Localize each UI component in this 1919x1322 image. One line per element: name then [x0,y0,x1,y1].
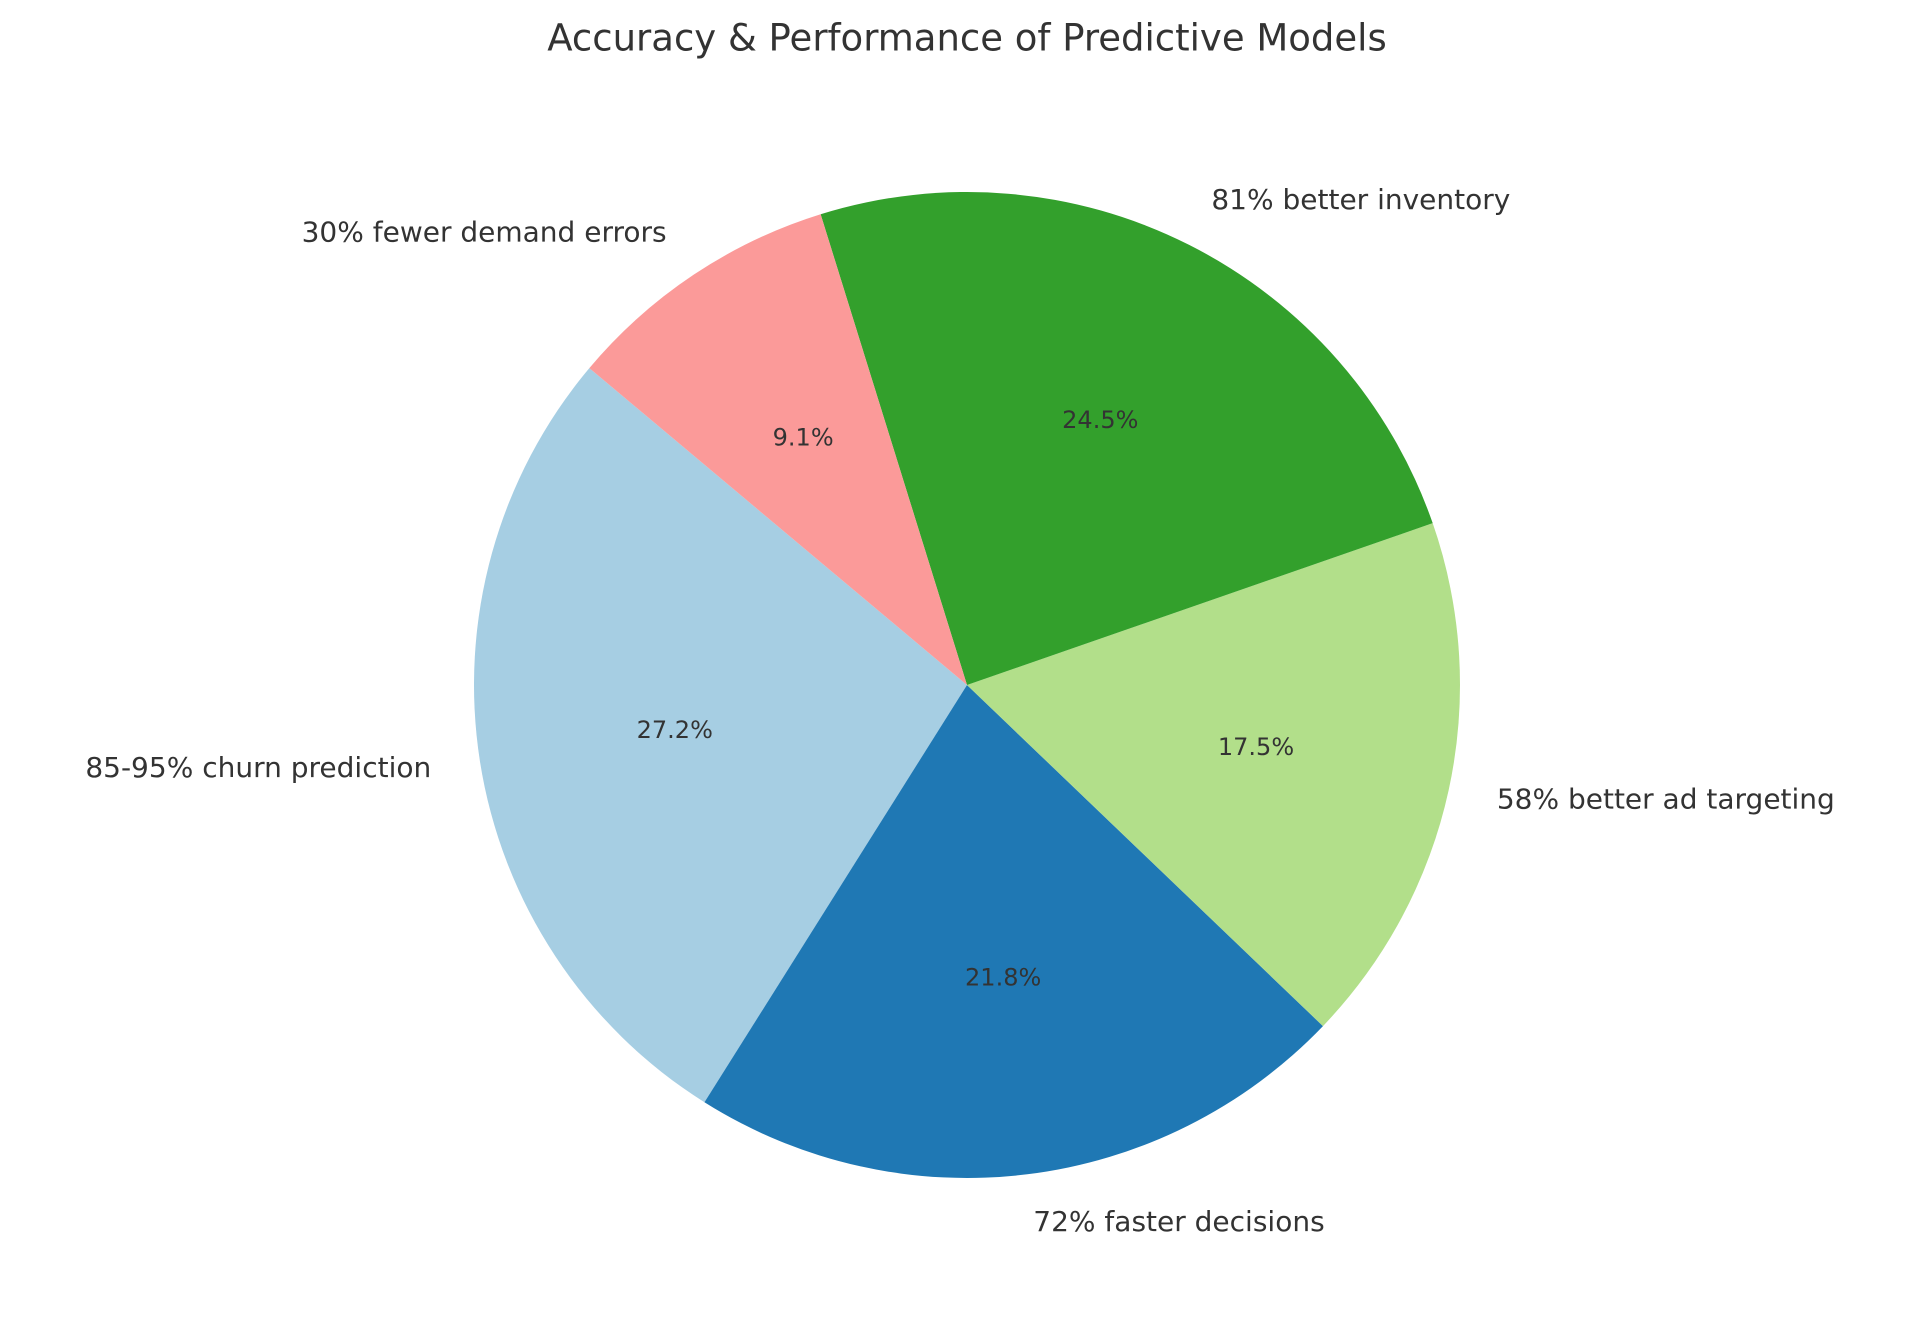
pie-slice [704,685,1323,1178]
slice-label: 85-95% churn prediction [85,751,431,784]
pie-slice [820,191,1433,685]
value-label: 27.2% [637,716,713,744]
slice-label: 81% better inventory [1211,183,1510,216]
slice-label: 58% better ad targeting [1497,783,1835,816]
value-label: 24.5% [1062,406,1138,434]
pie-slice [589,214,967,685]
value-label: 21.8% [965,964,1041,992]
value-label: 17.5% [1218,733,1294,761]
pie-slice [967,523,1460,1027]
slice-label: 30% fewer demand errors [302,215,667,248]
pie-slice [473,368,967,1103]
value-label: 9.1% [773,424,834,452]
slice-label: 72% faster decisions [1033,1205,1324,1238]
chart-title: Accuracy & Performance of Predictive Mod… [547,17,1386,60]
